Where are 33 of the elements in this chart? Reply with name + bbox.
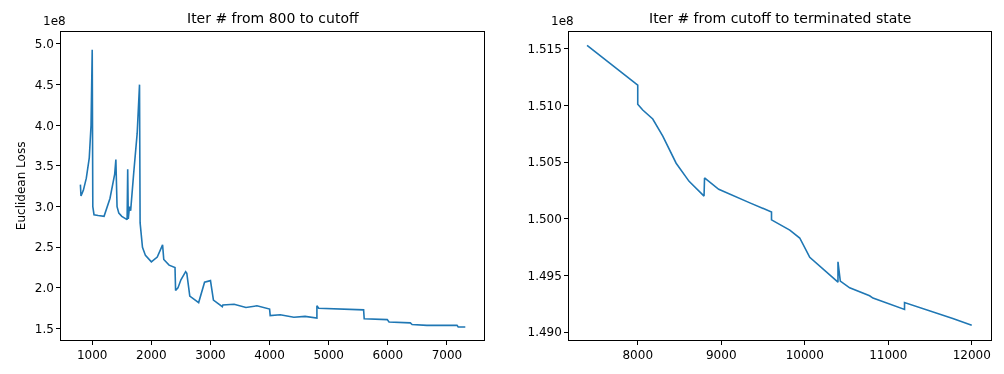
x-tick-label: 1000 — [76, 348, 108, 363]
y-tick-label: 1.490 — [527, 325, 562, 340]
x-tick-label: 11000 — [869, 348, 908, 363]
y-tick-label: 2.5 — [34, 240, 54, 255]
y-tick-label: 5.0 — [34, 37, 54, 52]
x-tick-label: 10000 — [785, 348, 824, 363]
x-tick-label: 5000 — [313, 348, 344, 363]
x-tick-label: 4000 — [254, 348, 285, 363]
y-tick-label: 1.500 — [527, 211, 562, 226]
x-tick-label: 3000 — [195, 348, 226, 363]
y-tick-label: 2.0 — [34, 281, 54, 296]
text: 1e8 — [551, 14, 574, 28]
x-tick-label: 6000 — [372, 348, 404, 363]
x-tick-label: 9000 — [705, 348, 737, 363]
chart-title: Iter # from 800 to cutoff — [187, 10, 359, 26]
x-tick-label: 2000 — [136, 348, 167, 363]
y-tick-label: 1.515 — [527, 41, 562, 56]
y-tick-label: 1.5 — [34, 321, 54, 336]
y-tick-label: 3.0 — [34, 199, 54, 214]
line-series — [586, 44, 973, 327]
text: 1e8 — [43, 14, 66, 28]
y-axis-title: Euclidean Loss — [14, 141, 29, 231]
y-tick-label: 4.0 — [34, 118, 54, 133]
y-tick-label: 1.505 — [527, 155, 562, 170]
chart-title: Iter # from cutoff to terminated state — [649, 10, 912, 26]
x-tick-label: 7000 — [431, 348, 463, 363]
line-series — [79, 48, 467, 328]
y-tick-label: 4.5 — [34, 77, 54, 92]
y-tick-label: 1.510 — [527, 98, 562, 113]
x-tick-label: 8000 — [622, 348, 654, 363]
y-tick-label: 1.495 — [527, 268, 562, 283]
y-tick-label: 3.5 — [34, 159, 54, 174]
x-tick-label: 12000 — [952, 348, 991, 363]
